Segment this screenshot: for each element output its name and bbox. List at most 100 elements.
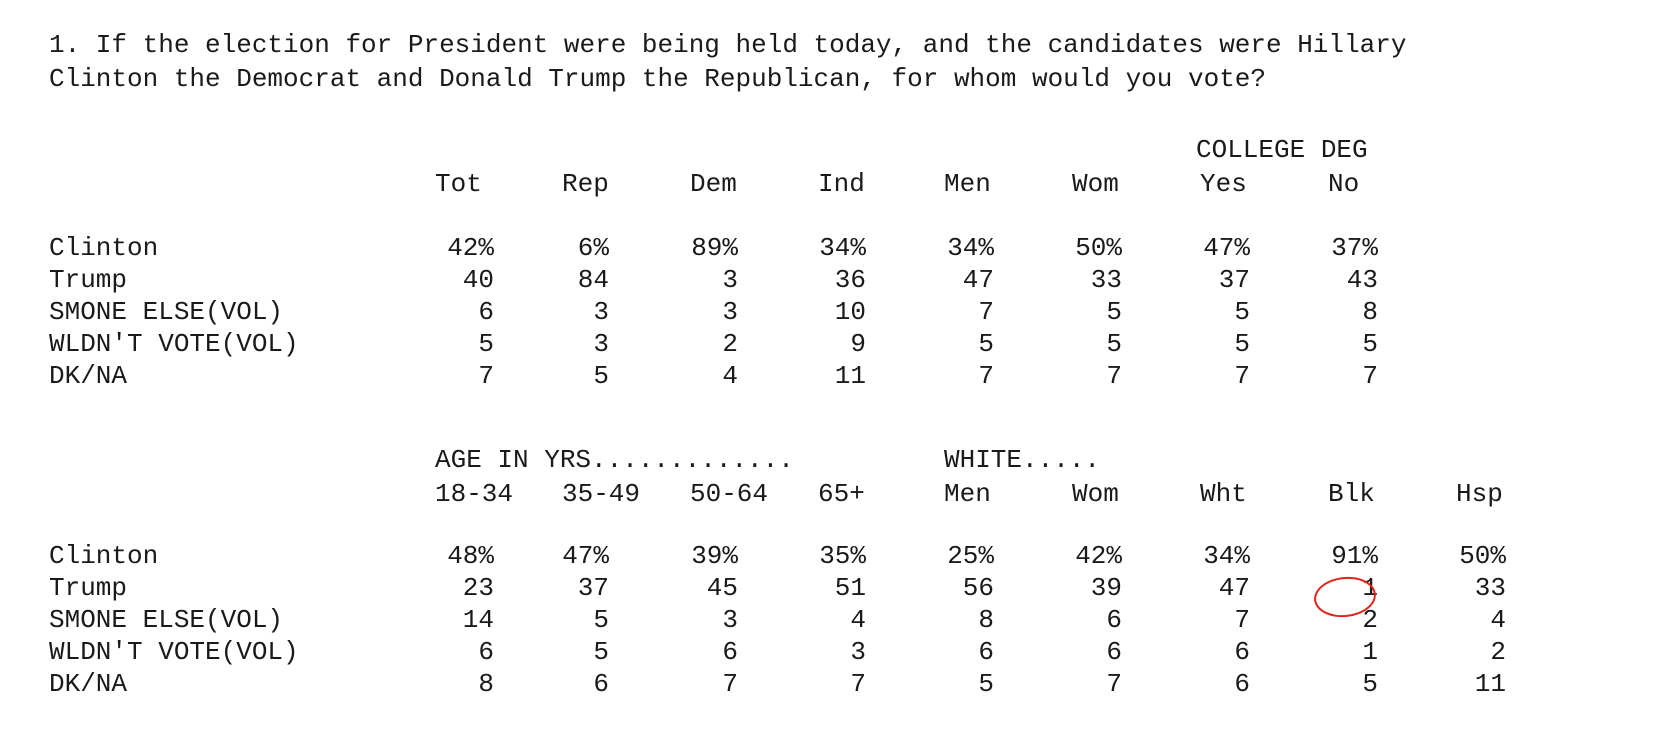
table-cell: 6: [978, 637, 994, 667]
table-cell: 5: [1362, 329, 1378, 359]
row-label: SMONE ELSE(VOL): [49, 605, 284, 635]
col-header-age-35-49: 35-49: [562, 479, 641, 509]
table-cell: 42%: [1075, 541, 1122, 571]
table-cell: 25%: [947, 541, 994, 571]
table-cell: 10: [834, 297, 866, 327]
col-header-hsp: Hsp: [1456, 479, 1503, 509]
table-cell: 5: [478, 329, 494, 359]
college-deg-group-header: COLLEGE DEG: [1196, 135, 1368, 165]
table-cell: 2: [722, 329, 738, 359]
table-cell: 50%: [1459, 541, 1506, 571]
table-cell: 5: [1234, 297, 1250, 327]
table-cell: 48%: [447, 541, 494, 571]
table-cell: 5: [978, 329, 994, 359]
table-cell: 5: [593, 637, 609, 667]
table-cell: 37%: [1331, 233, 1378, 263]
table-cell: 34%: [947, 233, 994, 263]
table-cell: 89%: [691, 233, 738, 263]
table-cell: 6: [478, 637, 494, 667]
table-cell: 8: [478, 669, 494, 699]
table-cell: 1: [1362, 573, 1378, 603]
table-cell: 23: [462, 573, 494, 603]
table-cell: 2: [1490, 637, 1506, 667]
col-header-rep: Rep: [562, 169, 609, 199]
row-label: WLDN'T VOTE(VOL): [49, 329, 299, 359]
row-label: Clinton: [49, 541, 159, 571]
table-cell: 37: [577, 573, 609, 603]
table-cell: 7: [478, 361, 494, 391]
question-line-1: 1. If the election for President were be…: [49, 30, 1407, 60]
table-cell: 1: [1362, 637, 1378, 667]
table-cell: 6: [478, 297, 494, 327]
table-cell: 7: [1362, 361, 1378, 391]
col-header-ind: Ind: [818, 169, 865, 199]
table-cell: 3: [722, 265, 738, 295]
col-header-tot: Tot: [435, 169, 482, 199]
table-cell: 3: [593, 297, 609, 327]
col-header-age-18-34: 18-34: [435, 479, 514, 509]
col-header-men: Men: [944, 169, 991, 199]
table-cell: 7: [1234, 361, 1250, 391]
row-label: DK/NA: [49, 361, 128, 391]
table-cell: 56: [962, 573, 994, 603]
table-cell: 9: [850, 329, 866, 359]
table-cell: 50%: [1075, 233, 1122, 263]
row-label: SMONE ELSE(VOL): [49, 297, 284, 327]
col-header-college-yes: Yes: [1200, 169, 1247, 199]
row-label: Trump: [49, 573, 128, 603]
table-cell: 5: [1106, 297, 1122, 327]
table-cell: 3: [722, 605, 738, 635]
table-cell: 5: [593, 361, 609, 391]
white-group-header: WHITE.....: [944, 445, 1101, 475]
table-cell: 39: [1090, 573, 1122, 603]
table-cell: 4: [850, 605, 866, 635]
table-cell: 3: [850, 637, 866, 667]
table-cell: 7: [722, 669, 738, 699]
table-cell: 8: [978, 605, 994, 635]
table-cell: 37: [1218, 265, 1250, 295]
table-cell: 40: [462, 265, 494, 295]
col-header-white-men: Men: [944, 479, 991, 509]
table-cell: 34%: [819, 233, 866, 263]
row-label: WLDN'T VOTE(VOL): [49, 637, 299, 667]
col-header-age-65-plus: 65+: [818, 479, 865, 509]
row-label: DK/NA: [49, 669, 128, 699]
col-header-wht: Wht: [1200, 479, 1247, 509]
table-cell: 2: [1362, 605, 1378, 635]
table-cell: 11: [1474, 669, 1506, 699]
table-cell: 34%: [1203, 541, 1250, 571]
table-cell: 7: [1106, 361, 1122, 391]
table-cell: 47: [1218, 573, 1250, 603]
col-header-dem: Dem: [690, 169, 737, 199]
table-cell: 6: [593, 669, 609, 699]
table-cell: 5: [978, 669, 994, 699]
col-header-blk: Blk: [1328, 479, 1375, 509]
col-header-age-50-64: 50-64: [690, 479, 769, 509]
table-cell: 5: [1362, 669, 1378, 699]
table-cell: 4: [1490, 605, 1506, 635]
table-cell: 7: [1106, 669, 1122, 699]
table-cell: 6: [1234, 637, 1250, 667]
table-cell: 4: [722, 361, 738, 391]
table-cell: 6: [1234, 669, 1250, 699]
table-cell: 7: [850, 669, 866, 699]
table-cell: 47%: [562, 541, 609, 571]
table-cell: 47%: [1203, 233, 1250, 263]
table-cell: 39%: [691, 541, 738, 571]
table-cell: 33: [1474, 573, 1506, 603]
table-cell: 3: [722, 297, 738, 327]
table-cell: 35%: [819, 541, 866, 571]
table-cell: 6: [1106, 605, 1122, 635]
table-cell: 8: [1362, 297, 1378, 327]
row-label: Clinton: [49, 233, 159, 263]
col-header-college-no: No: [1328, 169, 1360, 199]
table-cell: 6: [1106, 637, 1122, 667]
table-cell: 33: [1090, 265, 1122, 295]
table-cell: 36: [834, 265, 866, 295]
table-cell: 3: [593, 329, 609, 359]
table-cell: 45: [706, 573, 738, 603]
table-cell: 5: [1106, 329, 1122, 359]
age-group-header: AGE IN YRS.............: [435, 445, 794, 475]
table-cell: 43: [1346, 265, 1378, 295]
